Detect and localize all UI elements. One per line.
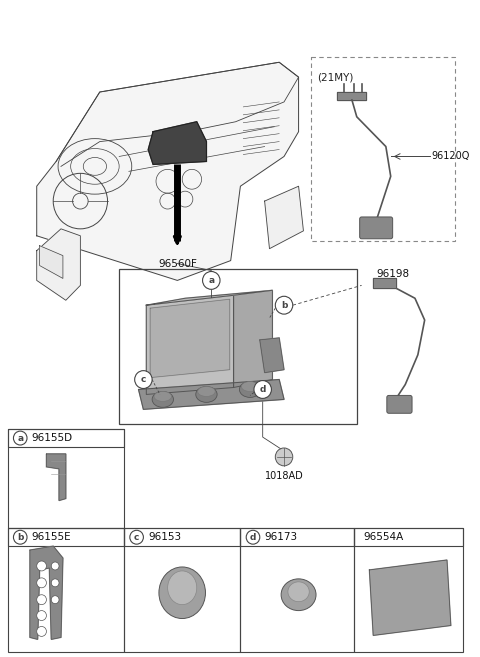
Circle shape	[276, 448, 293, 466]
Ellipse shape	[288, 582, 309, 602]
Polygon shape	[37, 229, 80, 300]
Bar	[119, 269, 357, 424]
Bar	[354, 528, 464, 546]
Circle shape	[37, 578, 47, 588]
Text: c: c	[141, 375, 146, 384]
Polygon shape	[150, 299, 230, 378]
Text: 1018AD: 1018AD	[264, 471, 303, 481]
Polygon shape	[234, 290, 272, 388]
Bar	[124, 528, 240, 546]
Ellipse shape	[240, 382, 261, 397]
Circle shape	[254, 380, 271, 398]
Bar	[8, 528, 124, 652]
Circle shape	[37, 627, 47, 637]
FancyBboxPatch shape	[360, 217, 393, 238]
Bar	[240, 528, 354, 652]
Text: 96554A: 96554A	[363, 532, 404, 542]
Text: d: d	[260, 385, 266, 394]
Circle shape	[130, 530, 144, 544]
Polygon shape	[148, 122, 206, 164]
Bar	[8, 528, 124, 546]
Text: a: a	[17, 434, 24, 443]
Bar	[311, 57, 455, 240]
Circle shape	[51, 579, 59, 587]
Ellipse shape	[154, 392, 171, 401]
Ellipse shape	[159, 567, 205, 618]
Circle shape	[135, 371, 152, 388]
Text: 96198: 96198	[376, 269, 409, 279]
Text: 96153: 96153	[148, 532, 181, 542]
Ellipse shape	[152, 392, 173, 407]
Circle shape	[37, 610, 47, 620]
Circle shape	[203, 271, 220, 289]
Polygon shape	[40, 246, 63, 279]
Circle shape	[51, 596, 59, 604]
Circle shape	[246, 530, 260, 544]
Text: 96155E: 96155E	[32, 532, 72, 542]
Bar	[354, 528, 464, 652]
Polygon shape	[337, 92, 366, 100]
Polygon shape	[370, 560, 451, 635]
Text: 96560F: 96560F	[158, 259, 197, 269]
Bar	[124, 528, 240, 652]
Polygon shape	[260, 338, 284, 373]
Text: b: b	[281, 301, 287, 309]
Text: 96155D: 96155D	[32, 433, 73, 443]
Circle shape	[37, 561, 47, 571]
Bar	[8, 429, 124, 447]
Ellipse shape	[241, 382, 259, 392]
Ellipse shape	[198, 386, 215, 396]
Circle shape	[51, 562, 59, 570]
Ellipse shape	[196, 386, 217, 402]
Text: c: c	[134, 533, 139, 542]
Circle shape	[13, 530, 27, 544]
Bar	[240, 528, 354, 546]
Text: b: b	[17, 533, 24, 542]
Polygon shape	[146, 295, 234, 394]
Circle shape	[276, 296, 293, 314]
Text: a: a	[208, 276, 215, 285]
Text: (21MY): (21MY)	[317, 72, 353, 82]
Polygon shape	[264, 186, 303, 249]
Text: 96120Q: 96120Q	[432, 152, 470, 162]
Text: 96173: 96173	[264, 532, 298, 542]
Bar	[8, 429, 124, 528]
Ellipse shape	[168, 571, 197, 604]
Polygon shape	[139, 380, 284, 409]
Text: d: d	[250, 533, 256, 542]
Polygon shape	[146, 290, 272, 306]
FancyBboxPatch shape	[387, 396, 412, 413]
Polygon shape	[30, 546, 63, 639]
Polygon shape	[373, 279, 396, 288]
Ellipse shape	[281, 579, 316, 610]
Circle shape	[13, 431, 27, 445]
Polygon shape	[37, 62, 299, 281]
Circle shape	[37, 595, 47, 604]
Polygon shape	[47, 454, 66, 501]
